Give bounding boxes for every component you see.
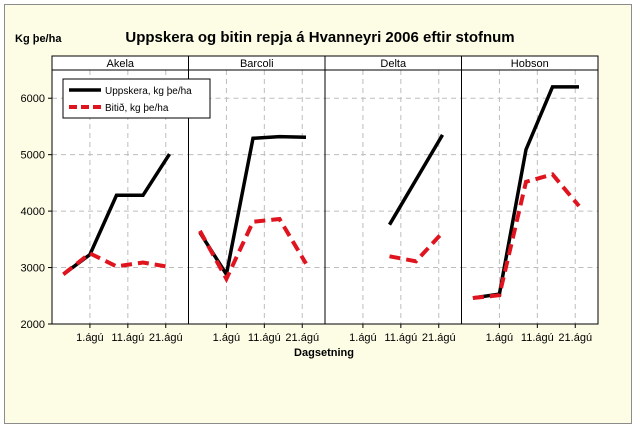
x-tick-label: 21.ágú xyxy=(285,332,319,344)
x-tick-label: 1.ágú xyxy=(349,332,377,344)
x-tick-label: 21.ágú xyxy=(422,332,456,344)
x-tick-label: 21.ágú xyxy=(149,332,183,344)
x-tick-label: 1.ágú xyxy=(213,332,241,344)
series-line-bitid xyxy=(198,216,308,284)
x-tick-label: 1.ágú xyxy=(76,332,104,344)
legend-entry-uppskera-label: Uppskera, kg þe/ha xyxy=(105,86,192,97)
panel-name: Akela xyxy=(106,58,134,70)
y-axis-label: Kg þe/ha xyxy=(15,33,62,45)
x-tick-label: 11.ágú xyxy=(384,332,417,344)
y-tick-label: 5000 xyxy=(21,150,45,162)
x-tick-label: 1.ágú xyxy=(486,332,514,344)
x-tick-label: 11.ágú xyxy=(111,332,144,344)
series-line-bitid xyxy=(472,172,581,300)
x-axis-label: Dagsetning xyxy=(294,347,354,359)
panel-name: Barcoli xyxy=(240,58,274,70)
series-line-bitid xyxy=(389,231,444,264)
y-tick-label: 4000 xyxy=(21,206,45,218)
y-tick-label: 2000 xyxy=(21,319,45,331)
x-tick-label: 11.ágú xyxy=(248,332,281,344)
x-tick-label: 21.ágú xyxy=(558,332,592,344)
series-line-bitid xyxy=(62,251,170,276)
legend-entry-bitid-label: Bitið, kg þe/ha xyxy=(105,102,169,114)
legend-box xyxy=(62,78,211,119)
y-tick-label: 6000 xyxy=(21,93,45,105)
panel-background xyxy=(325,70,462,324)
panel-name: Delta xyxy=(380,58,407,70)
y-tick-label: 3000 xyxy=(21,263,45,275)
panel-background xyxy=(461,70,598,324)
series-line-uppskera xyxy=(387,134,445,226)
panel-border xyxy=(461,69,599,325)
chart-title: Uppskera og bitin repja á Hvanneyri 2006… xyxy=(125,29,514,46)
panel-name: Hobson xyxy=(511,58,549,70)
x-tick-label: 11.ágú xyxy=(521,332,554,344)
